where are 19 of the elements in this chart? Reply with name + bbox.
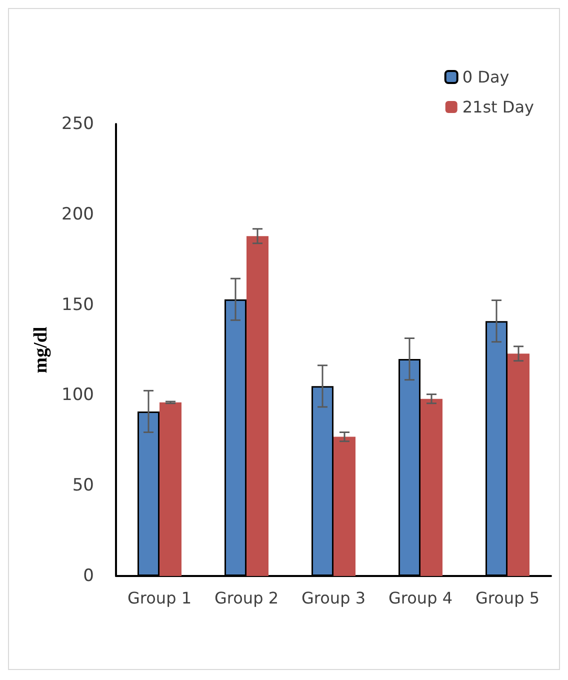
y-tick-label: 200 (62, 204, 94, 224)
x-tick-label: Group 1 (128, 588, 192, 608)
bar (420, 398, 442, 576)
x-tick-label: Group 4 (388, 588, 452, 608)
bar (246, 236, 268, 576)
y-axis-title: mg/dl (30, 326, 52, 374)
y-tick-label: 50 (72, 476, 94, 496)
bar (160, 402, 182, 576)
x-tick-label: Group 3 (302, 588, 366, 608)
y-tick-label: 0 (83, 566, 94, 586)
y-tick-label: 250 (62, 114, 94, 134)
legend-label: 21st Day (462, 98, 534, 116)
legend-label: 0 Day (462, 68, 510, 86)
bar (508, 354, 530, 576)
x-tick-label: Group 2 (214, 588, 278, 608)
y-tick-label: 150 (62, 294, 94, 315)
x-tick-label: Group 5 (476, 588, 540, 608)
y-tick-label: 100 (62, 385, 94, 406)
bar (334, 436, 356, 576)
